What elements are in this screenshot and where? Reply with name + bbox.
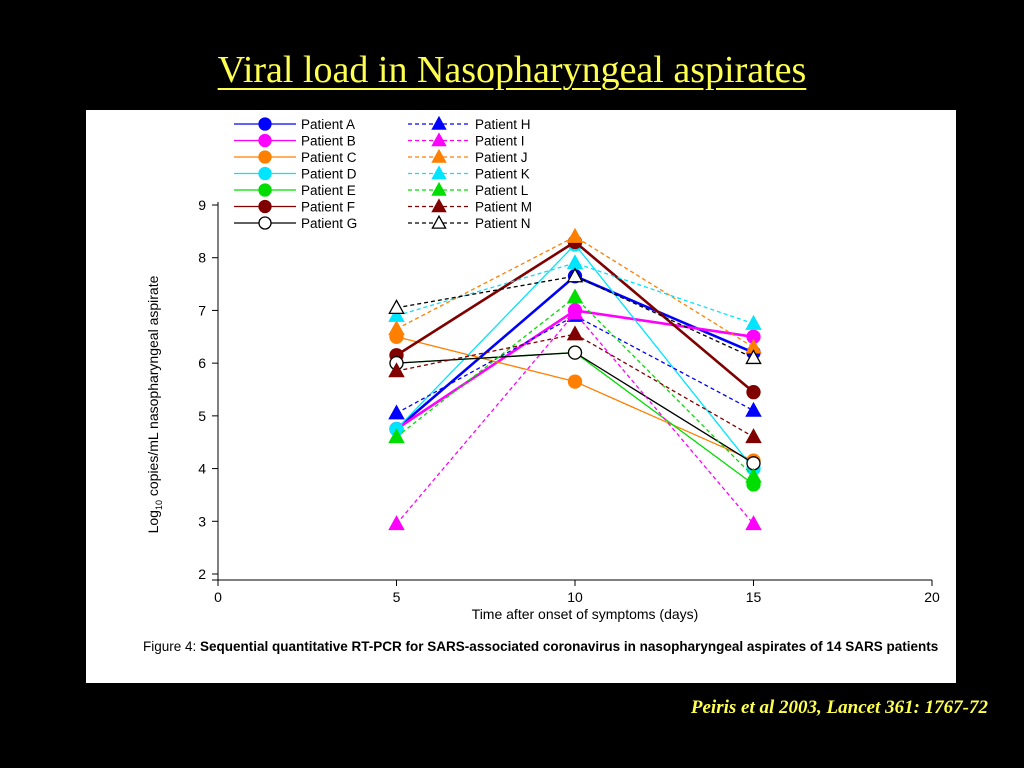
data-point <box>567 345 583 360</box>
data-point <box>388 299 405 315</box>
figure-panel: 2 3 4 5 6 7 8 9 0 5 10 15 20 Time after onset of symp… <box>86 110 956 683</box>
legend-item: Patient D <box>234 167 357 182</box>
legend-label: Patient M <box>475 200 532 215</box>
legend-label: Patient F <box>301 200 355 215</box>
data-point <box>745 314 762 330</box>
legend-marker <box>258 133 272 148</box>
legend-label: Patient D <box>301 167 357 182</box>
legend-marker <box>431 214 447 229</box>
legend-item: Patient I <box>408 132 525 149</box>
data-point <box>745 428 762 444</box>
caption-text: Sequential quantitative RT-PCR for SARS-… <box>200 639 939 654</box>
legend-marker <box>431 148 447 163</box>
y-tick-label: 4 <box>198 461 206 477</box>
legend-item: Patient K <box>408 165 530 182</box>
data-point <box>566 254 584 270</box>
x-tick-label: 0 <box>214 589 222 605</box>
legend-item: Patient C <box>234 150 357 165</box>
series-patient-g <box>389 345 761 471</box>
legend-item: Patient E <box>234 183 356 198</box>
data-point <box>566 325 584 341</box>
data-point <box>745 515 762 531</box>
legend-marker <box>431 115 447 130</box>
y-axis-label: Log10 copies/mL nasopharyngeal aspirate <box>145 275 164 533</box>
legend-marker <box>258 183 272 197</box>
legend-label: Patient G <box>301 216 357 231</box>
series-line <box>396 262 754 325</box>
series-patient-l <box>388 288 762 483</box>
caption-prefix: Figure 4: <box>143 639 201 654</box>
data-point <box>745 349 762 365</box>
legend-marker <box>431 198 447 213</box>
legend-label: Patient K <box>475 167 530 182</box>
legend-label: Patient L <box>475 183 529 198</box>
legend-marker <box>431 181 447 196</box>
y-tick-label: 6 <box>198 355 206 371</box>
legend-marker <box>258 150 272 164</box>
data-point <box>566 267 584 283</box>
legend-item: Patient J <box>408 148 528 165</box>
y-tick-label: 3 <box>198 513 206 529</box>
y-tick-label: 5 <box>198 408 206 424</box>
legend-item: Patient G <box>234 216 357 231</box>
legend-label: Patient B <box>301 134 356 149</box>
data-point <box>566 304 584 320</box>
y-tick-label: 9 <box>198 197 206 213</box>
legend-item: Patient H <box>408 115 531 132</box>
legend-label: Patient E <box>301 183 356 198</box>
legend-item: Patient A <box>234 117 355 132</box>
data-point <box>566 288 584 304</box>
legend-label: Patient A <box>301 117 355 132</box>
data-point <box>745 467 762 483</box>
x-tick-label: 5 <box>393 589 401 605</box>
data-point <box>567 374 583 389</box>
series-patient-m <box>388 325 762 444</box>
data-point <box>388 320 405 336</box>
legend-marker <box>258 166 272 181</box>
series-patient-k <box>388 254 762 330</box>
data-point <box>746 384 761 400</box>
series-patient-i <box>388 304 762 531</box>
data-point <box>388 404 405 420</box>
data-point <box>745 401 762 417</box>
legend-item: Patient M <box>408 198 532 215</box>
y-tick-label: 2 <box>198 566 206 582</box>
legend-label: Patient H <box>475 117 531 132</box>
figure-caption: Figure 4: Sequential quantitative RT-PCR… <box>143 638 943 655</box>
slide-title: Viral load in Nasopharyngeal aspirates <box>217 49 807 91</box>
citation: Peiris et al 2003, Lancet 361: 1767-72 <box>690 697 988 718</box>
data-point <box>388 515 405 531</box>
legend-item: Patient L <box>408 181 529 198</box>
legend-label: Patient C <box>301 150 357 165</box>
legend-marker <box>431 165 447 180</box>
series-patient-e <box>389 345 761 492</box>
legend-label: Patient J <box>475 150 528 165</box>
viral-load-chart: 2 3 4 5 6 7 8 9 0 5 10 15 20 Time after onset of symp… <box>145 115 940 622</box>
data-point <box>566 227 584 243</box>
x-tick-label: 15 <box>746 589 762 605</box>
y-tick-label: 7 <box>198 302 206 318</box>
series-line <box>396 312 754 525</box>
legend-item: Patient F <box>234 200 355 215</box>
legend-label: Patient I <box>475 134 525 149</box>
legend-item: Patient B <box>234 134 356 149</box>
series-line <box>396 351 754 485</box>
legend-marker <box>258 117 272 131</box>
y-tick-label: 8 <box>198 250 206 266</box>
series-line <box>396 235 754 348</box>
x-tick-label: 20 <box>924 589 940 605</box>
legend-marker <box>258 199 272 214</box>
legend-item: Patient N <box>408 214 531 231</box>
data-point <box>388 428 405 444</box>
data-point <box>388 362 405 378</box>
series-patient-n <box>388 267 762 365</box>
data-point <box>388 306 405 322</box>
x-axis-label: Time after onset of symptoms (days) <box>472 606 699 622</box>
x-tick-label: 10 <box>567 589 583 605</box>
legend-marker <box>258 216 272 230</box>
series-line <box>396 351 754 464</box>
legend-marker <box>431 132 447 147</box>
legend-label: Patient N <box>475 216 531 231</box>
